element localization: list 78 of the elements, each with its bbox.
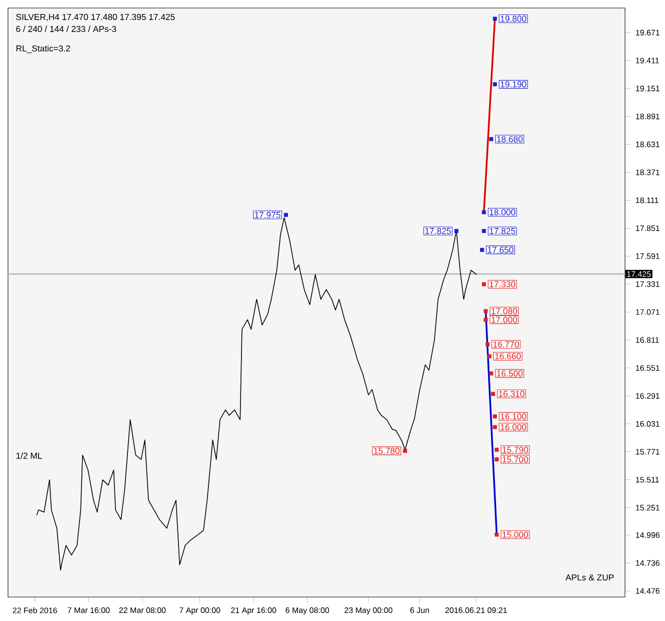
annotation: 1/2 ML: [16, 452, 42, 459]
y-tick-label: 17.331: [636, 281, 660, 287]
data-label: 17.080: [492, 308, 518, 314]
x-tick-label: 23 May 00:00: [344, 607, 392, 615]
data-label: 15.780: [374, 448, 400, 454]
data-label: 15.000: [502, 532, 528, 538]
x-tick-label: 7 Mar 16:00: [68, 607, 110, 614]
x-tick-label: 6 Jun: [410, 607, 429, 614]
text: SILVER,H4 17.470 17.480 17.395 17.425: [16, 14, 175, 22]
data-label: 16.000: [500, 424, 526, 430]
point: [482, 282, 486, 286]
point: [492, 425, 497, 430]
point: [492, 16, 497, 21]
data-label: 16.310: [498, 390, 524, 397]
point: [494, 457, 499, 462]
x-tick-label: 2016.06.21 09:21: [445, 607, 507, 614]
point: [494, 448, 499, 452]
point: [487, 354, 492, 358]
x-tick-label: 6 May 08:00: [286, 607, 330, 615]
point: [480, 248, 484, 252]
data-label: 17.975: [254, 212, 280, 218]
point: [491, 392, 496, 396]
data-label: 15.790: [502, 446, 528, 453]
data-label: 18.680: [497, 136, 523, 142]
data-label: 17.825: [425, 228, 451, 234]
point: [492, 82, 497, 86]
x-tick-label: 22 Feb 2016: [12, 607, 57, 614]
data-label: 17.000: [492, 316, 518, 323]
data-label: 18.000: [490, 209, 516, 216]
y-tick-label: 14.736: [636, 560, 660, 566]
ref-line-label: 17.425: [627, 271, 651, 277]
point: [494, 532, 499, 537]
point: [484, 309, 488, 314]
data-label: 16.500: [497, 370, 523, 376]
data-label: 17.825: [490, 228, 516, 234]
x-tick-label: 22 Mar 08:00: [119, 607, 166, 614]
y-tick-label: 17.071: [636, 309, 660, 315]
y-tick-label: 18.891: [636, 114, 660, 120]
point: [489, 371, 494, 376]
point: [489, 137, 494, 142]
y-tick-label: 18.111: [636, 197, 658, 204]
y-tick-label: 16.551: [636, 365, 660, 371]
y-tick-label: 17.851: [636, 225, 660, 232]
y-tick-label: 16.291: [636, 393, 660, 399]
y-tick-label: 15.511: [636, 476, 659, 483]
point: [484, 318, 488, 322]
point: [482, 210, 486, 214]
point: [492, 414, 497, 418]
text: 6 / 240 / 144 / 233 / APs-3: [16, 26, 116, 32]
annotation: APLs & ZUP: [566, 574, 614, 580]
data-label: 16.770: [493, 341, 519, 348]
point: [486, 342, 490, 346]
y-tick-label: 17.591: [636, 253, 660, 260]
y-tick-label: 18.371: [636, 170, 660, 176]
data-label: 15.700: [502, 456, 528, 462]
y-tick-label: 19.151: [636, 86, 660, 92]
x-tick-label: 21 Apr 16:00: [231, 607, 276, 615]
data-label: 16.100: [500, 413, 526, 420]
y-tick-label: 19.411: [636, 58, 659, 64]
point: [284, 212, 288, 217]
y-tick-label: 14.996: [636, 532, 660, 538]
y-tick-label: 15.771: [636, 448, 660, 455]
data-label: 17.330: [490, 281, 516, 288]
data-label: 19.800: [500, 16, 526, 22]
data-label: 16.660: [495, 353, 521, 360]
y-tick-label: 14.476: [636, 588, 660, 594]
y-tick-label: 19.671: [636, 30, 660, 36]
data-label: 19.190: [500, 81, 526, 88]
point: [482, 229, 486, 234]
point: [454, 229, 458, 234]
y-tick-label: 18.631: [636, 142, 660, 148]
y-tick-label: 15.251: [636, 504, 660, 511]
x-tick-label: 7 Apr 00:00: [180, 607, 220, 615]
y-tick-label: 16.031: [636, 421, 660, 427]
y-tick-label: 16.811: [636, 337, 659, 343]
data-label: 17.650: [488, 246, 514, 253]
point: [403, 448, 408, 453]
annotation: RL_Static=3.2: [16, 45, 70, 54]
